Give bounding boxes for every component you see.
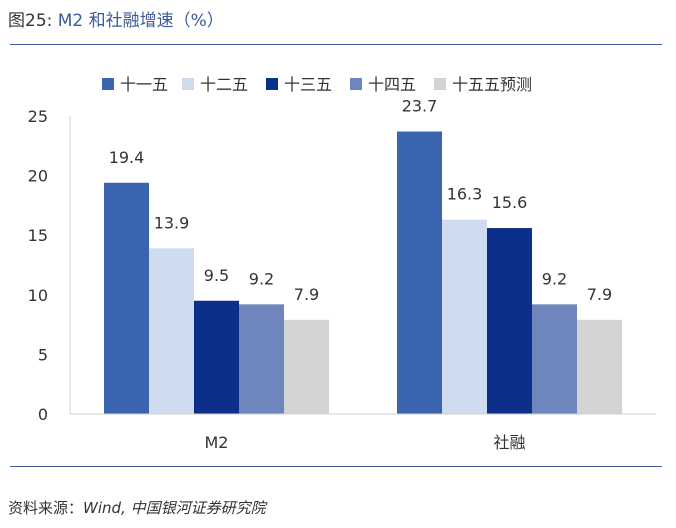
- y-tick-label: 0: [38, 405, 48, 424]
- legend-swatch: [182, 78, 194, 90]
- data-label: 9.2: [249, 269, 274, 288]
- bar: [104, 182, 149, 414]
- legend-swatch: [266, 78, 278, 90]
- bar: [194, 300, 239, 414]
- data-label: 16.3: [447, 185, 483, 204]
- legend-label: 十四五: [368, 75, 416, 94]
- legend-label: 十三五: [284, 75, 332, 94]
- x-tick-label: 社融: [493, 433, 525, 452]
- bar: [239, 304, 284, 414]
- bar: [284, 319, 329, 414]
- data-label: 9.2: [542, 269, 567, 288]
- legend-label: 十一五: [120, 75, 168, 94]
- bottom-divider: [10, 466, 662, 467]
- y-tick-label: 5: [38, 345, 48, 364]
- figure-number: 图25:: [8, 11, 53, 31]
- data-label: 7.9: [587, 285, 612, 304]
- data-label: 13.9: [154, 213, 190, 232]
- source-text: Wind, 中国银河证券研究院: [83, 499, 266, 517]
- y-tick-label: 10: [28, 286, 48, 305]
- source-note: 资料来源：Wind, 中国银河证券研究院: [8, 497, 266, 518]
- x-tick-label: M2: [205, 433, 229, 452]
- y-tick-label: 15: [28, 226, 48, 245]
- bar: [149, 248, 194, 414]
- bar: [442, 219, 487, 414]
- bar: [577, 319, 622, 414]
- source-label: 资料来源：: [8, 499, 84, 517]
- data-label: 9.5: [204, 266, 229, 285]
- legend-swatch: [102, 78, 114, 90]
- data-label: 23.7: [402, 96, 438, 115]
- bar: [487, 228, 532, 414]
- data-label: 19.4: [109, 148, 145, 167]
- figure-title: 图25: M2 和社融增速（%）: [8, 6, 224, 31]
- legend-label: 十二五: [200, 75, 248, 94]
- legend-swatch: [350, 78, 362, 90]
- data-label: 7.9: [294, 285, 319, 304]
- data-label: 15.6: [492, 193, 528, 212]
- legend-label: 十五五预测: [452, 75, 532, 94]
- y-tick-label: 25: [28, 107, 48, 126]
- bar: [532, 304, 577, 414]
- bar: [397, 131, 442, 414]
- y-tick-label: 20: [28, 167, 48, 186]
- legend-swatch: [434, 78, 446, 90]
- figure-title-text: M2 和社融增速（%）: [57, 11, 224, 31]
- top-divider: [10, 44, 662, 45]
